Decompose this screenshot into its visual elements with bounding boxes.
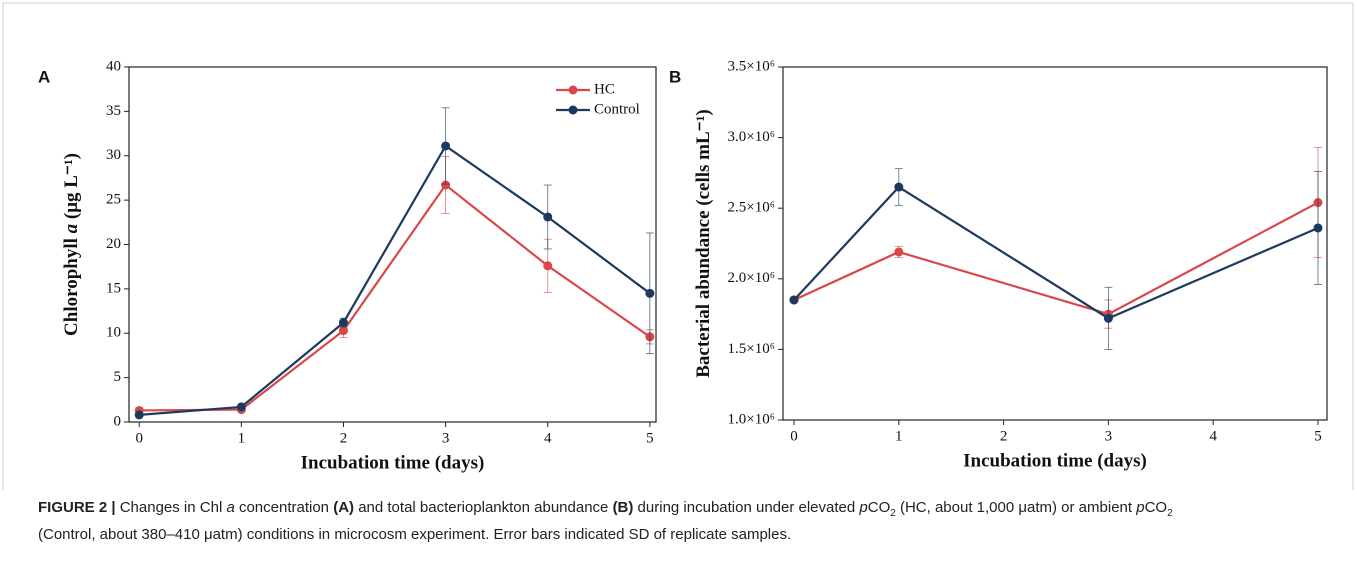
caption-part: CO [867,499,891,516]
legend-marker [568,85,578,95]
caption-part: (A) [333,499,355,516]
caption-part: Changes in Chl [115,499,227,516]
data-point [543,212,553,222]
x-axis-title: Incubation time (days) [963,450,1147,471]
panel-label: B [669,67,681,86]
x-tick-label: 3 [1105,428,1113,444]
data-point [441,141,451,151]
x-tick-label: 5 [1314,428,1322,444]
y-axis-title-part: a [61,223,82,233]
x-tick-label: 0 [135,430,143,446]
caption-part: FIGURE 2 | [38,499,116,516]
y-axis-title: Bacterial abundance (cells mL⁻¹) [693,109,714,378]
y-tick-label: 10 [106,325,121,341]
y-axis-title-part: Chlorophyll [61,233,82,336]
y-tick-label: 3.0×10⁶ [728,129,775,145]
y-tick-label: 15 [106,280,121,296]
y-axis-title-part: Bacterial abundance (cells mL⁻¹) [693,109,714,378]
data-point [645,288,655,298]
caption-part: CO [1144,499,1168,516]
x-tick-label: 1 [238,430,246,446]
plot-frame [128,66,657,423]
y-tick-label: 3.5×10⁶ [728,58,775,74]
y-tick-label: 40 [106,58,121,74]
y-tick-label: 25 [106,192,121,208]
data-point [236,402,246,412]
data-point [338,318,348,328]
legend-label: HC [594,81,615,97]
y-tick-label: 5 [114,369,122,385]
y-tick-label: 2.0×10⁶ [728,270,775,286]
series-line [793,201,1319,316]
data-point [1103,313,1113,323]
x-tick-label: 4 [544,430,552,446]
caption-part: p [1136,499,1145,516]
x-tick-label: 0 [790,428,798,444]
series-line [139,144,651,416]
plot-frame [782,66,1328,421]
data-point [789,295,799,305]
data-point [1313,223,1323,233]
data-point [894,247,904,257]
x-axis-title: Incubation time (days) [301,452,485,473]
y-tick-label: 20 [106,236,121,252]
y-tick-label: 0 [114,413,122,429]
caption-part: 2 [890,508,896,519]
x-tick-label: 3 [442,430,450,446]
caption: FIGURE 2 | Changes in Chl a concentratio… [38,497,1228,545]
data-point [441,180,451,190]
y-tick-label: 30 [106,147,121,163]
y-axis-title-part: (μg L⁻¹) [61,153,82,224]
caption-part: (HC, about 1,000 μatm) or ambient [895,499,1137,516]
x-tick-label: 4 [1209,428,1217,444]
caption-part: (Control, about 380–410 μatm) conditions… [38,526,792,543]
data-point [338,326,348,336]
data-point [894,182,904,192]
y-tick-label: 1.0×10⁶ [728,411,775,427]
caption-part: p [859,499,868,516]
x-tick-label: 5 [646,430,654,446]
legend-marker [568,105,578,115]
y-axis-title: Chlorophyll a (μg L⁻¹) [61,153,82,336]
caption-part: 2 [1167,508,1173,519]
y-tick-label: 35 [106,103,121,119]
caption-part: and total bacterioplankton abundance [354,499,613,516]
legend-label: Control [594,101,640,117]
caption-part: during incubation under elevated [633,499,860,516]
caption-part: a [226,499,235,516]
caption-part: (B) [612,499,634,516]
figure-border [2,2,1354,490]
series-line [139,183,651,412]
caption-part: concentration [234,499,334,516]
y-tick-label: 1.5×10⁶ [728,341,775,357]
data-point [134,410,144,420]
x-tick-label: 2 [340,430,348,446]
x-tick-label: 2 [1000,428,1008,444]
data-point [543,261,553,271]
x-tick-label: 1 [895,428,903,444]
y-tick-label: 2.5×10⁶ [728,200,775,216]
panel-label: A [38,67,50,86]
series-line [793,185,1319,320]
